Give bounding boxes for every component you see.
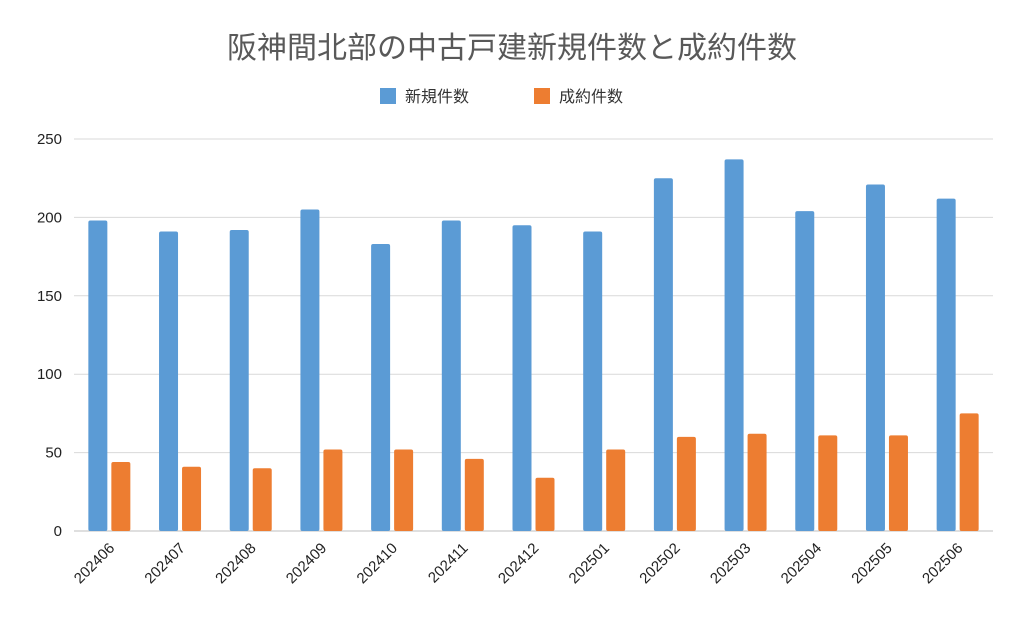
y-tick-label: 150 — [37, 288, 62, 305]
bar-new-listings — [512, 225, 532, 532]
bar-contracts — [959, 413, 979, 531]
bar-contracts — [252, 468, 272, 531]
y-tick-label: 50 — [45, 445, 62, 462]
x-axis: 202406 202407 202408 202409 202410 202411 2024… — [71, 540, 967, 587]
legend: 新規件数 成約件数 — [380, 87, 623, 106]
bar-new-listings — [88, 220, 108, 531]
bars — [88, 159, 979, 532]
x-tick-label: 202407 — [141, 540, 188, 587]
bar-new-listings — [441, 220, 461, 531]
x-tick-label: 202503 — [707, 540, 754, 587]
bar-new-listings — [724, 159, 744, 531]
bar-new-listings — [583, 231, 603, 531]
chart-title: 阪神間北部の中古戸建新規件数と成約件数 — [227, 31, 797, 66]
bar-contracts — [464, 458, 484, 531]
bar-new-listings — [795, 211, 815, 532]
bar-new-listings — [653, 178, 673, 531]
y-tick-label: 200 — [37, 209, 62, 226]
bar-contracts — [888, 435, 908, 531]
legend-swatch-new-listings — [380, 88, 396, 104]
x-tick-label: 202505 — [848, 540, 895, 587]
bar-contracts — [111, 462, 131, 531]
y-axis: 0 50 100 150 200 250 — [37, 131, 62, 540]
x-tick-label: 202408 — [212, 540, 259, 587]
bar-contracts — [747, 433, 767, 531]
x-tick-label: 202501 — [566, 540, 613, 587]
bar-contracts — [323, 449, 343, 531]
bar-contracts — [606, 449, 626, 531]
bar-contracts — [818, 435, 838, 531]
bar-new-listings — [371, 244, 391, 531]
bar-contracts — [182, 466, 202, 531]
bar-new-listings — [936, 198, 956, 532]
x-tick-label: 202411 — [425, 540, 472, 587]
x-tick-label: 202410 — [354, 540, 401, 587]
x-tick-label: 202406 — [71, 540, 118, 587]
bar-contracts — [394, 449, 414, 531]
bar-new-listings — [865, 184, 885, 532]
x-tick-label: 202502 — [636, 540, 683, 587]
y-tick-label: 0 — [54, 523, 62, 540]
bar-contracts — [676, 436, 696, 531]
y-tick-label: 250 — [37, 131, 62, 148]
bar-new-listings — [229, 229, 249, 531]
x-tick-label: 202504 — [778, 540, 825, 587]
x-tick-label: 202409 — [283, 540, 330, 587]
bar-new-listings — [159, 231, 179, 531]
gridlines — [74, 138, 993, 532]
legend-swatch-contracts — [534, 88, 550, 104]
bar-contracts — [535, 477, 555, 531]
x-tick-label: 202506 — [919, 540, 966, 587]
x-tick-label: 202412 — [495, 540, 542, 587]
bar-new-listings — [300, 209, 320, 531]
legend-label-new-listings: 新規件数 — [405, 87, 469, 106]
y-tick-label: 100 — [37, 366, 62, 383]
legend-label-contracts: 成約件数 — [559, 87, 623, 106]
